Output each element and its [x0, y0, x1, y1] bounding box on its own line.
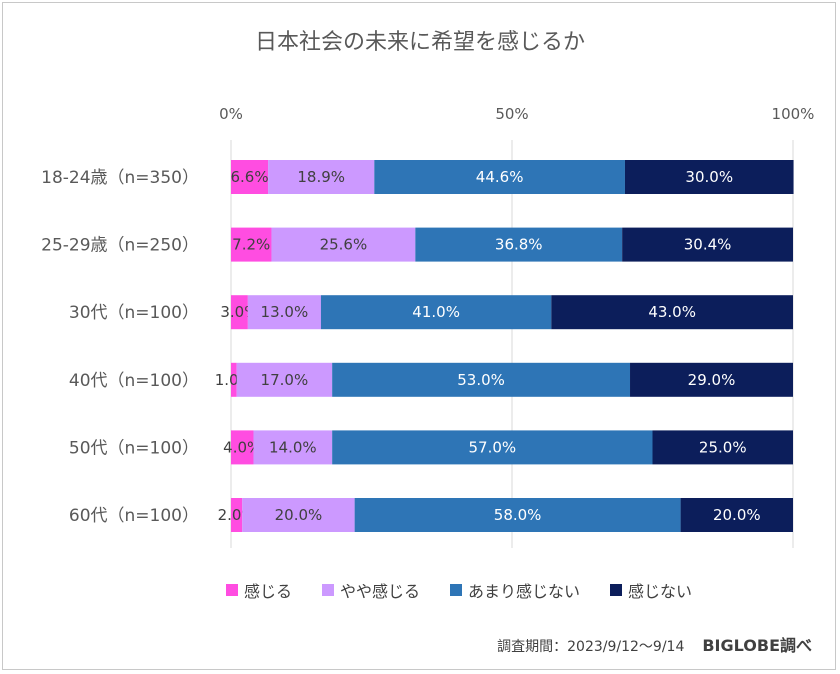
- data-label: 25.0%: [699, 438, 747, 456]
- data-label: 14.0%: [269, 438, 317, 456]
- bar-segment: [231, 498, 243, 532]
- bar-segment: [652, 430, 793, 465]
- data-label: 44.6%: [476, 168, 524, 186]
- bar-segment: [622, 227, 793, 262]
- legend-swatch: [226, 584, 238, 596]
- bar-segment: [247, 295, 321, 330]
- data-label: 17.0%: [261, 371, 309, 389]
- data-label: 6.6%: [230, 168, 268, 186]
- data-label: 20.0%: [275, 506, 323, 524]
- legend-item: あまり感じない: [450, 578, 580, 602]
- bar-segment: [268, 160, 375, 194]
- bar-segment: [231, 430, 254, 465]
- brand-credit: BIGLOBE調べ: [702, 636, 812, 655]
- legend-item: やや感じる: [322, 578, 420, 602]
- bar-segment: [253, 430, 333, 465]
- bar-segment: [236, 362, 333, 397]
- legend-swatch: [610, 584, 623, 596]
- legend-item: 感じない: [610, 578, 692, 602]
- data-label: 57.0%: [469, 438, 517, 456]
- data-label: 58.0%: [494, 506, 542, 524]
- bar-segment: [271, 227, 416, 262]
- bar-segment: [354, 498, 681, 532]
- data-label: 4.0%: [223, 438, 261, 456]
- bar-segment: [374, 160, 625, 194]
- bar-segment: [680, 498, 793, 532]
- bar-segment: [332, 362, 631, 397]
- category-label: 30代（n=100）: [69, 303, 199, 323]
- legend-label: 感じない: [628, 582, 693, 601]
- data-label: 13.0%: [261, 303, 309, 321]
- bar-segment: [551, 295, 793, 330]
- bar-segment: [231, 227, 272, 262]
- category-label: 60代（n=100）: [69, 506, 199, 526]
- category-label: 40代（n=100）: [69, 371, 199, 391]
- x-tick-label: 100%: [772, 105, 815, 123]
- chart-legend: 感じる やや感じる あまり感じない 感じない: [226, 578, 692, 602]
- bar-segment: [415, 227, 623, 262]
- data-label: 43.0%: [648, 303, 696, 321]
- category-label: 50代（n=100）: [69, 438, 199, 458]
- data-label: 36.8%: [495, 236, 543, 254]
- legend-swatch: [450, 584, 463, 596]
- bar-segment: [242, 498, 355, 532]
- chart-footer: 調査期間：2023/9/12～9/14 BIGLOBE調べ: [497, 632, 812, 656]
- legend-label: 感じる: [244, 582, 293, 601]
- bar-segment: [231, 362, 237, 397]
- data-label: 25.6%: [320, 236, 368, 254]
- data-label: 29.0%: [688, 371, 736, 389]
- x-tick-label: 50%: [495, 105, 528, 123]
- bar-segment: [231, 160, 269, 194]
- bar-segment: [320, 295, 552, 330]
- data-label: 18.9%: [297, 168, 345, 186]
- category-label: 18-24歳（n=350）: [41, 168, 199, 188]
- legend-label: あまり感じない: [468, 582, 581, 601]
- data-label: 20.0%: [713, 506, 761, 524]
- x-tick-label: 0%: [219, 105, 243, 123]
- data-label: 30.4%: [684, 236, 732, 254]
- legend-swatch: [322, 584, 335, 596]
- survey-period: 調査期間：2023/9/12～9/14: [497, 639, 685, 655]
- bar-segment: [624, 160, 794, 194]
- bar-segment: [231, 295, 248, 330]
- data-label: 30.0%: [685, 168, 733, 186]
- data-label: 53.0%: [457, 371, 505, 389]
- data-label: 41.0%: [412, 303, 460, 321]
- data-label: 7.2%: [232, 236, 270, 254]
- legend-item: 感じる: [226, 578, 292, 602]
- bar-segment: [332, 430, 653, 465]
- category-label: 25-29歳（n=250）: [41, 236, 199, 256]
- legend-label: やや感じる: [340, 582, 421, 601]
- bar-segment: [630, 362, 793, 397]
- chart-title: 日本社会の未来に希望を感じるか: [254, 30, 585, 55]
